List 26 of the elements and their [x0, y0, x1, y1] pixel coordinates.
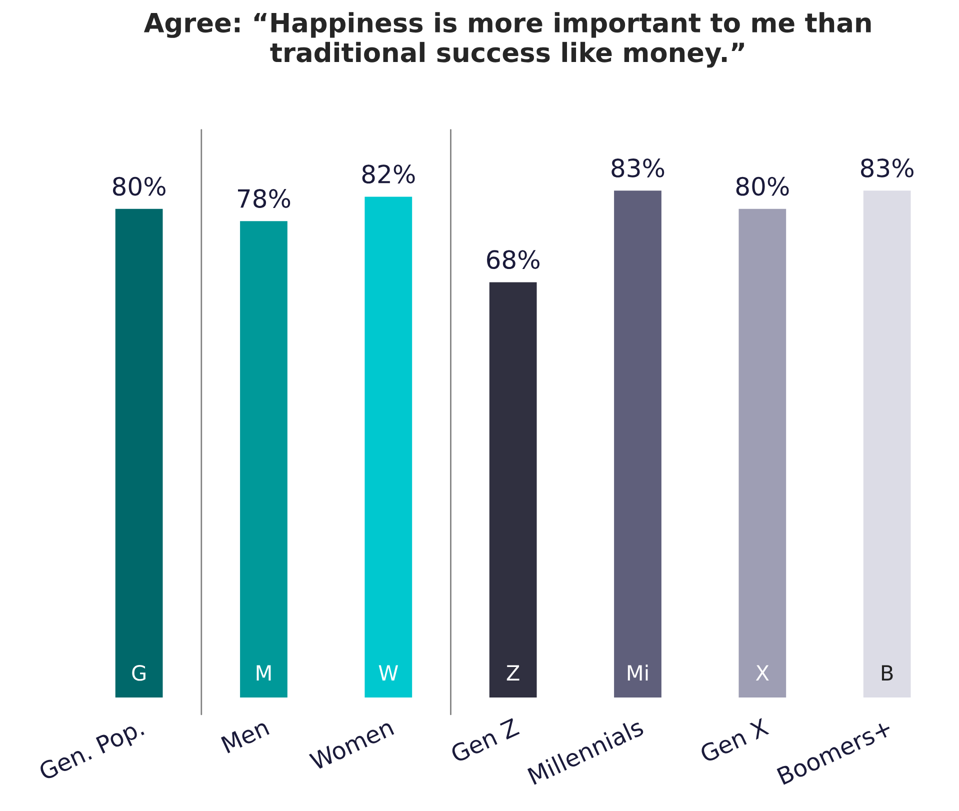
annotation: G: [132, 665, 146, 681]
bar: [364, 196, 412, 698]
annotation: Mi: [628, 664, 648, 680]
annotation: X: [756, 665, 769, 680]
x-tick-label: Gen X: [699, 718, 770, 764]
x-tick-label: Men: [220, 718, 270, 754]
data-label: 68%: [487, 250, 540, 270]
bar: [738, 208, 786, 698]
chart-title: Agree: “Happiness is more important to me than traditional success like money.”: [144, 12, 871, 68]
bar: [614, 190, 662, 698]
bar: [240, 221, 288, 698]
data-label: 83%: [860, 158, 914, 178]
data-label: 80%: [736, 176, 789, 196]
bar: [863, 190, 911, 698]
bar: [489, 282, 537, 698]
annotation: Z: [506, 665, 520, 680]
x-tick-label: Gen. Pop.: [38, 718, 146, 785]
data-label: 78%: [238, 189, 290, 208]
data-label: 82%: [362, 164, 415, 184]
x-tick-label: Gen Z: [450, 718, 520, 764]
bar: [115, 208, 163, 698]
annotation: W: [378, 665, 398, 680]
annotation: M: [256, 665, 271, 680]
data-label: 80%: [112, 176, 166, 196]
annotation: B: [882, 665, 893, 680]
data-label: 83%: [612, 158, 664, 178]
